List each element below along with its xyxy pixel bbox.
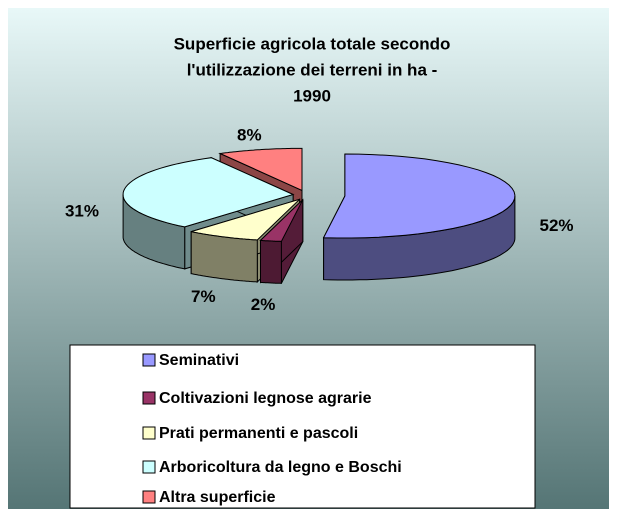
legend-swatch bbox=[142, 426, 156, 440]
slice-top bbox=[191, 198, 300, 241]
slice bbox=[259, 198, 304, 284]
slice-top bbox=[122, 157, 295, 228]
slice-wall bbox=[260, 239, 282, 284]
slice-top bbox=[218, 147, 303, 192]
legend-swatch bbox=[142, 391, 156, 405]
data-label: 7% bbox=[191, 287, 216, 306]
data-label: 52% bbox=[539, 216, 573, 235]
legend-swatch bbox=[142, 353, 156, 367]
legend-swatch bbox=[142, 490, 156, 504]
slice-top bbox=[259, 199, 304, 242]
legend-label: Seminativi bbox=[159, 352, 239, 369]
chart-title: 1990 bbox=[293, 86, 331, 105]
legend-label: Arboricoltura da legno e Boschi bbox=[159, 459, 402, 476]
slice bbox=[322, 153, 516, 281]
legend-label: Coltivazioni legnose agrarie bbox=[159, 390, 372, 407]
data-label: 8% bbox=[237, 126, 262, 145]
legend-label: Altra superficie bbox=[159, 489, 276, 506]
legend-swatch bbox=[142, 460, 156, 474]
legend-label: Prati permanenti e pascoli bbox=[159, 425, 358, 442]
chart-title: l'utilizzazione dei terreni in ha - bbox=[187, 60, 438, 79]
chart-title: Superficie agricola totale secondo bbox=[174, 34, 451, 53]
data-label: 31% bbox=[65, 202, 99, 221]
slice-top bbox=[322, 153, 516, 239]
data-label: 2% bbox=[251, 295, 276, 314]
